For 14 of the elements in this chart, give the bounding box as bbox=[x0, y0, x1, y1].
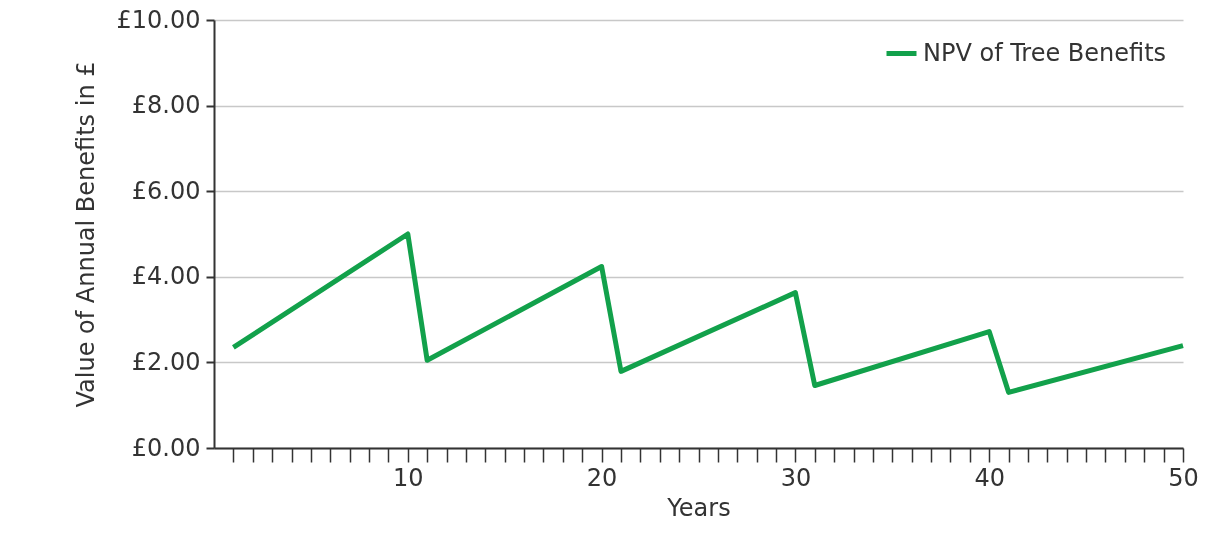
x-tick-label: 40 bbox=[974, 463, 1005, 492]
y-axis-title: Value of Annual Benefits in £ bbox=[71, 61, 100, 408]
x-tick-label: 30 bbox=[780, 463, 812, 492]
y-tick-label: £6.00 bbox=[131, 176, 201, 205]
y-tick-label: £4.00 bbox=[131, 262, 201, 291]
x-tick-label: 20 bbox=[586, 463, 618, 492]
legend-label: NPV of Tree Benefits bbox=[923, 38, 1167, 67]
x-tick-label: 50 bbox=[1168, 463, 1199, 492]
y-tick-label: £2.00 bbox=[131, 347, 201, 376]
x-axis-title: Years bbox=[666, 493, 731, 522]
x-tick-label: 10 bbox=[393, 463, 424, 492]
y-tick-label: £0.00 bbox=[131, 433, 201, 462]
y-tick-label: £8.00 bbox=[131, 91, 201, 120]
y-tick-label: £10.00 bbox=[116, 5, 201, 34]
